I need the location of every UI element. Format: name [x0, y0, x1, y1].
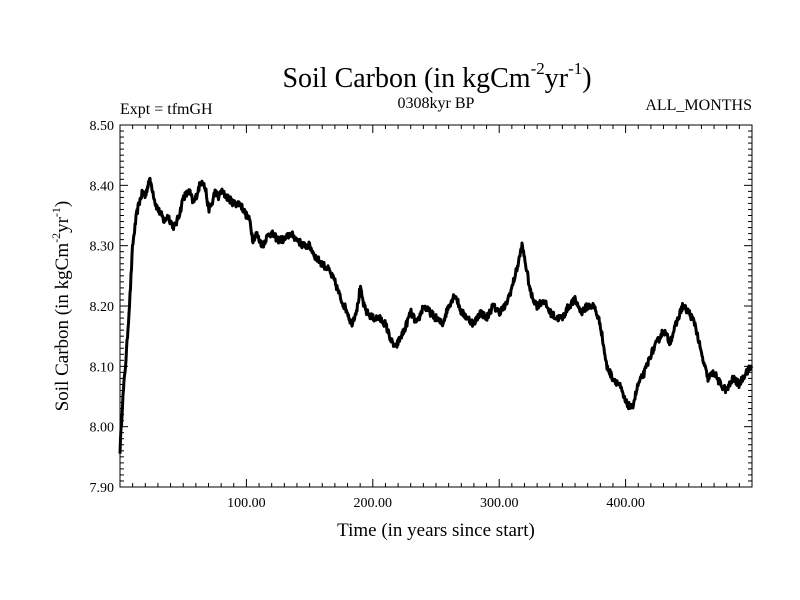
y-label-main: Soil Carbon (in kgCm: [52, 243, 73, 412]
chart-title-sup1: -2: [531, 59, 545, 78]
series-layer: [118, 176, 754, 454]
x-tick-label: 200.00: [354, 496, 393, 511]
y-label-sup2: -1: [49, 207, 63, 217]
chart-title: Soil Carbon (in kgCm-2yr-1): [282, 59, 591, 94]
axis-ticks: 7.90 8.00 8.10 8.20 8.30 8.40 8.50 100.00 200.00…: [90, 119, 752, 511]
y-label-sup1: -2: [49, 233, 63, 243]
y-tick-label: 8.00: [90, 421, 115, 436]
y-label-mid: yr: [52, 216, 73, 233]
y-tick-label: 8.10: [90, 360, 115, 375]
y-tick-label: 7.90: [90, 481, 115, 496]
y-tick-label: 8.40: [90, 179, 115, 194]
x-tick-label: 300.00: [480, 496, 519, 511]
y-axis-label: Soil Carbon (in kgCm-2yr-1): [49, 201, 73, 412]
subtitle-period: 0308kyr BP: [398, 95, 475, 112]
subtitle-experiment: Expt = tfmGH: [120, 101, 213, 118]
y-tick-label: 8.30: [90, 240, 115, 255]
series-line: [118, 176, 754, 454]
y-tick-label: 8.50: [90, 119, 115, 134]
x-tick-label: 400.00: [606, 496, 645, 511]
chart-title-sup2: -1: [568, 59, 582, 78]
chart-title-mid: yr: [545, 63, 569, 94]
y-label-end: ): [52, 201, 73, 207]
y-tick-label: 8.20: [90, 300, 115, 315]
x-axis-label: Time (in years since start): [337, 520, 535, 541]
chart-title-main: Soil Carbon (in kgCm: [282, 63, 530, 94]
plot-frame: [119, 124, 753, 488]
subtitle-months: ALL_MONTHS: [645, 97, 752, 114]
chart-title-end: ): [582, 63, 591, 94]
x-tick-label: 100.00: [227, 496, 266, 511]
